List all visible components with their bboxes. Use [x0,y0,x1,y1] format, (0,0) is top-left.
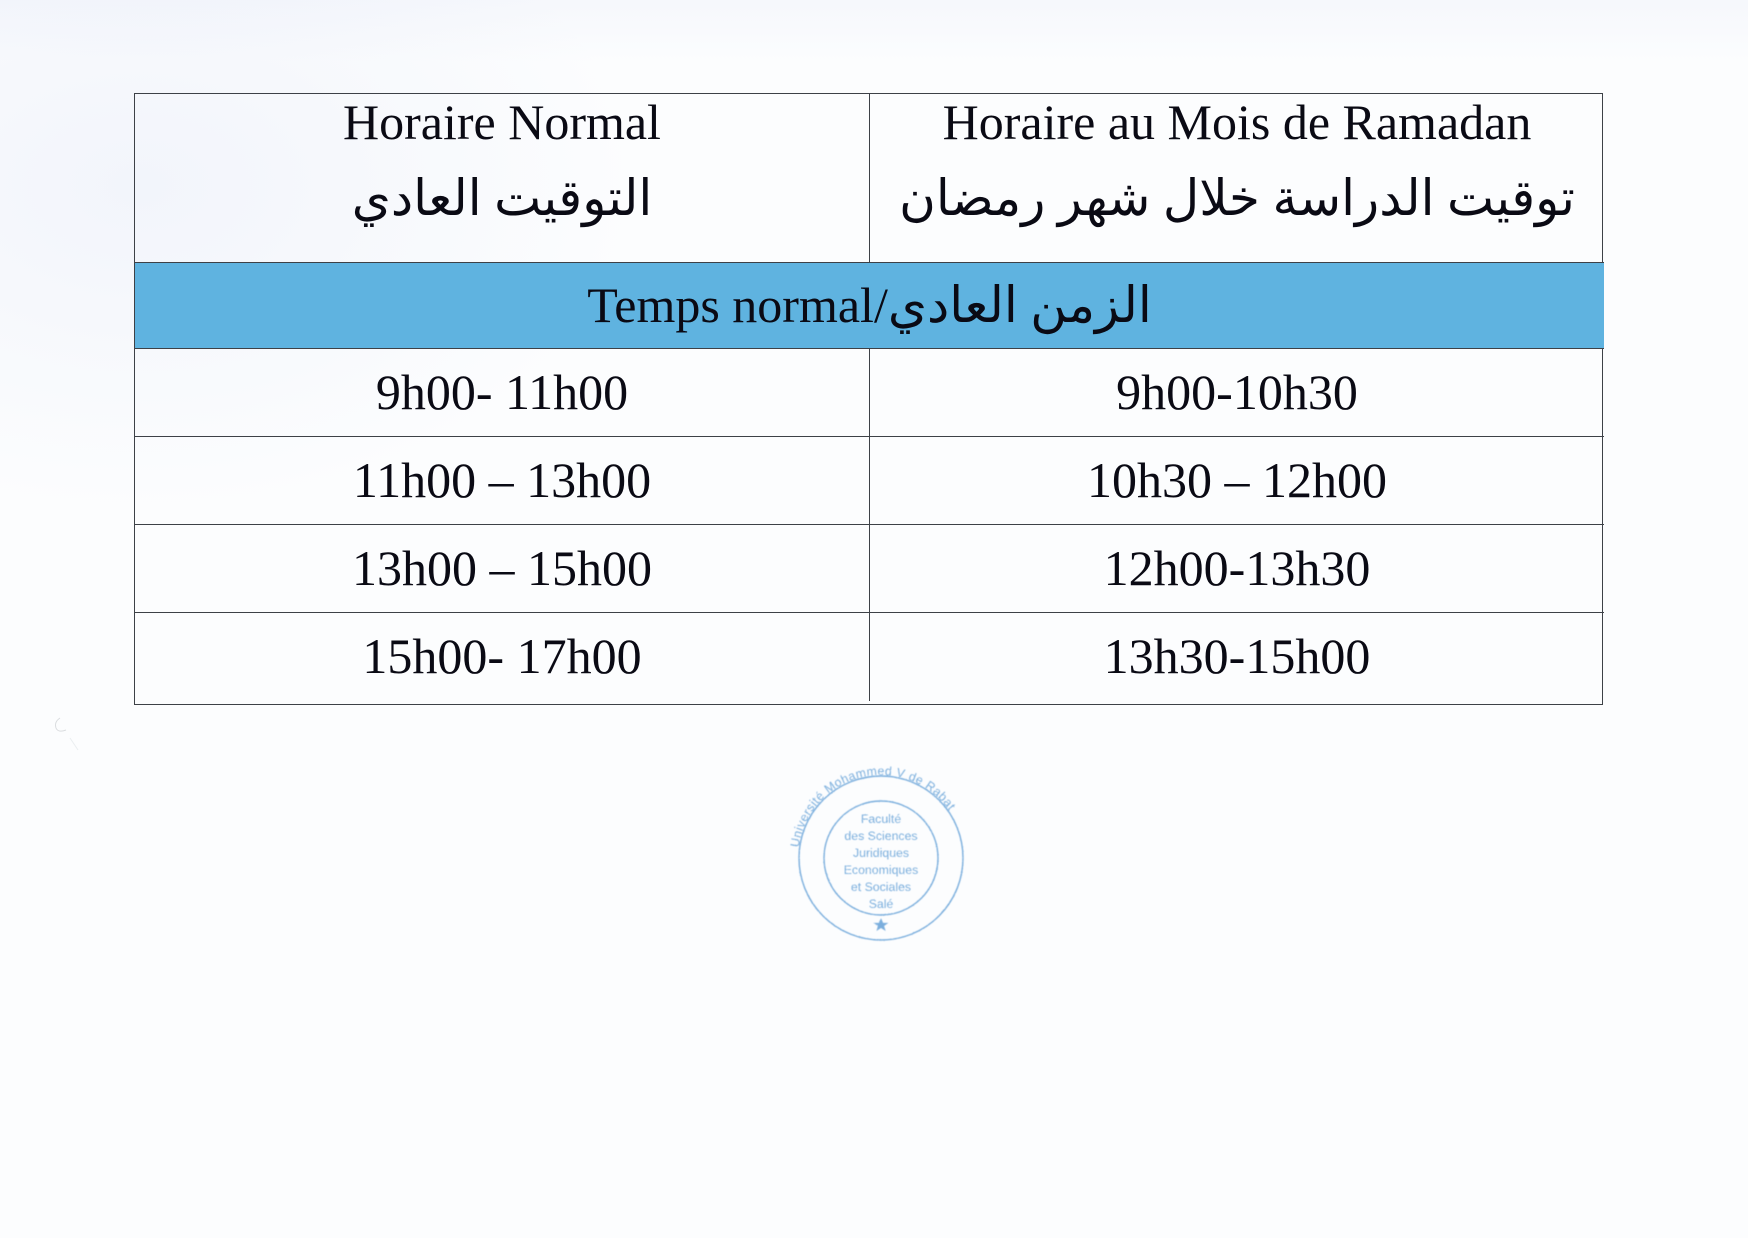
svg-text:et Sociales: et Sociales [851,880,911,894]
svg-text:des Sciences: des Sciences [844,829,917,843]
svg-text:Salé: Salé [869,897,894,911]
svg-text:Juridiques: Juridiques [853,846,909,860]
svg-text:Faculté: Faculté [861,812,901,826]
svg-text:Economiques: Economiques [844,863,919,877]
